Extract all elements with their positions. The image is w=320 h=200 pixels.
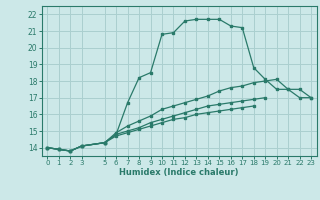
X-axis label: Humidex (Indice chaleur): Humidex (Indice chaleur) [119,168,239,177]
